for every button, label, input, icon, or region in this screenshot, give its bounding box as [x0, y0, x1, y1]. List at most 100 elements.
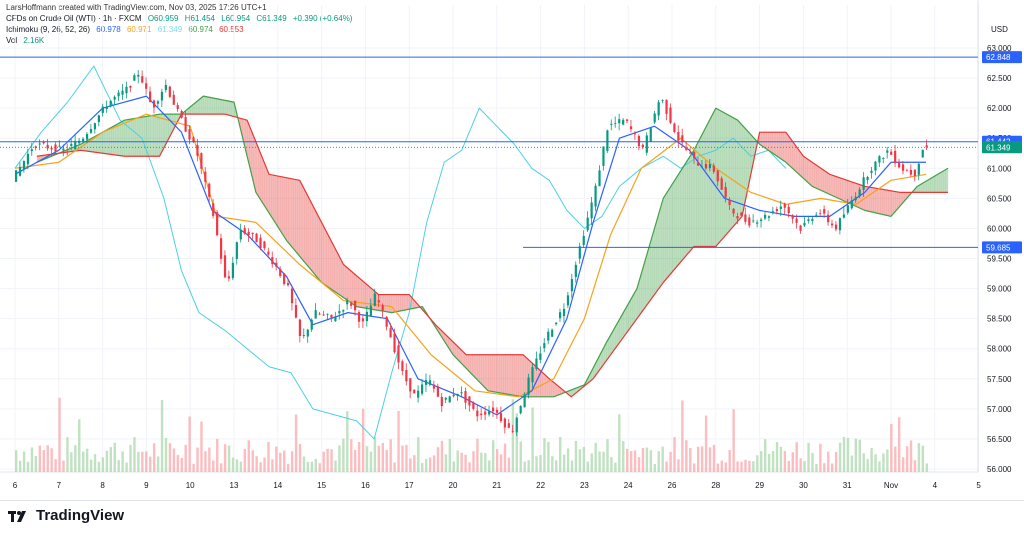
tradingview-logo[interactable]: TradingView: [8, 507, 124, 524]
candle-body: [476, 410, 479, 417]
candle-body: [184, 117, 187, 132]
cloud-segment: [269, 174, 272, 217]
volume-bar: [196, 447, 199, 472]
candle-body: [921, 149, 924, 158]
cloud-segment: [483, 354, 487, 389]
candle-body: [263, 241, 266, 249]
candle-body: [890, 151, 893, 155]
price-chart[interactable]: 63.00062.50062.00061.50061.00060.50060.0…: [0, 0, 1024, 500]
cloud-segment: [509, 354, 513, 395]
candle: [26, 148, 30, 170]
candle: [109, 100, 112, 108]
cloud-segment: [203, 96, 206, 115]
volume-bar: [428, 457, 432, 472]
cloud-segment: [520, 354, 524, 397]
candles: [15, 70, 928, 437]
candle: [700, 159, 704, 168]
ichimoku-label[interactable]: Ichimoku (9, 26, 52, 26): [6, 25, 91, 34]
candle-body: [555, 322, 558, 325]
candle: [511, 424, 514, 434]
cloud-segment: [827, 172, 830, 195]
candle-body: [878, 156, 881, 163]
cloud-segment: [720, 110, 723, 242]
cloud-segment: [886, 190, 890, 216]
volume-label[interactable]: Vol: [6, 36, 18, 45]
price-label-text: 62.848: [986, 53, 1011, 62]
candle-body: [558, 312, 562, 319]
volume-bar: [645, 447, 649, 472]
candle: [917, 163, 920, 181]
candle-body: [235, 242, 238, 260]
cloud-segment: [277, 176, 281, 231]
cloud-segment: [492, 354, 495, 392]
volume-bar: [547, 441, 550, 472]
candle-body: [409, 378, 412, 392]
candle: [704, 160, 708, 171]
candle: [149, 86, 152, 103]
volume-bar: [689, 448, 692, 472]
cloud-segment: [860, 184, 863, 210]
symbol-name[interactable]: CFDs on Crude Oil (WTI) · 1h · FXCM: [6, 14, 142, 23]
cloud-segment: [834, 175, 837, 198]
candle-body: [917, 163, 920, 175]
candle: [555, 322, 558, 326]
candle-body: [665, 99, 668, 114]
candle-body: [610, 123, 613, 125]
volume-bar: [78, 419, 81, 472]
candle-body: [708, 164, 711, 169]
cloud-segment: [661, 198, 664, 286]
candle: [113, 95, 116, 106]
cloud-segment: [647, 243, 651, 304]
candle: [97, 114, 100, 127]
candle-body: [255, 233, 258, 243]
volume-bar: [704, 415, 708, 472]
cloud-segment: [170, 114, 173, 136]
candle: [598, 165, 601, 187]
candle-body: [373, 293, 376, 306]
cloud-segment: [919, 183, 922, 193]
cloud-segment: [891, 190, 894, 217]
price-label: 59.685: [982, 241, 1022, 254]
cloud-segment: [656, 213, 660, 292]
candle: [286, 279, 290, 287]
candle-body: [823, 209, 826, 214]
volume-bar: [113, 442, 116, 472]
candle-body: [748, 217, 751, 226]
volume-bar: [917, 443, 921, 472]
cloud-segment: [286, 177, 289, 244]
cloud-segment: [262, 158, 265, 207]
cloud-segment: [709, 116, 712, 247]
volume-bar: [141, 451, 144, 472]
candle-body: [306, 329, 309, 337]
cloud-segment: [790, 138, 793, 169]
time-tick-label: 30: [799, 481, 808, 490]
candle: [830, 219, 834, 228]
candle: [357, 310, 361, 328]
cloud-segment: [494, 354, 498, 393]
candle-body: [728, 199, 731, 205]
candle-body: [760, 219, 763, 221]
candle: [444, 397, 447, 403]
candle-body: [357, 312, 361, 322]
volume-bar: [606, 439, 609, 472]
candle-body: [85, 134, 89, 140]
candle-body: [381, 305, 384, 311]
volume-bar: [712, 444, 716, 472]
candle-body: [436, 386, 439, 397]
time-tick-label: 23: [580, 481, 589, 490]
cloud-segment: [496, 354, 500, 393]
candle-body: [732, 208, 735, 214]
candle: [385, 315, 388, 331]
candle-body: [109, 100, 112, 107]
candle: [338, 304, 341, 320]
candle-body: [744, 214, 747, 222]
candle-body: [322, 314, 325, 316]
candle-body: [740, 212, 743, 216]
cloud-segment: [343, 264, 346, 300]
volume-bar: [421, 463, 424, 472]
cloud-segment: [704, 124, 708, 247]
price-tick-label: 59.500: [987, 255, 1012, 264]
candle: [141, 70, 144, 84]
volume-bar: [685, 440, 688, 472]
cloud-segment: [361, 279, 364, 308]
